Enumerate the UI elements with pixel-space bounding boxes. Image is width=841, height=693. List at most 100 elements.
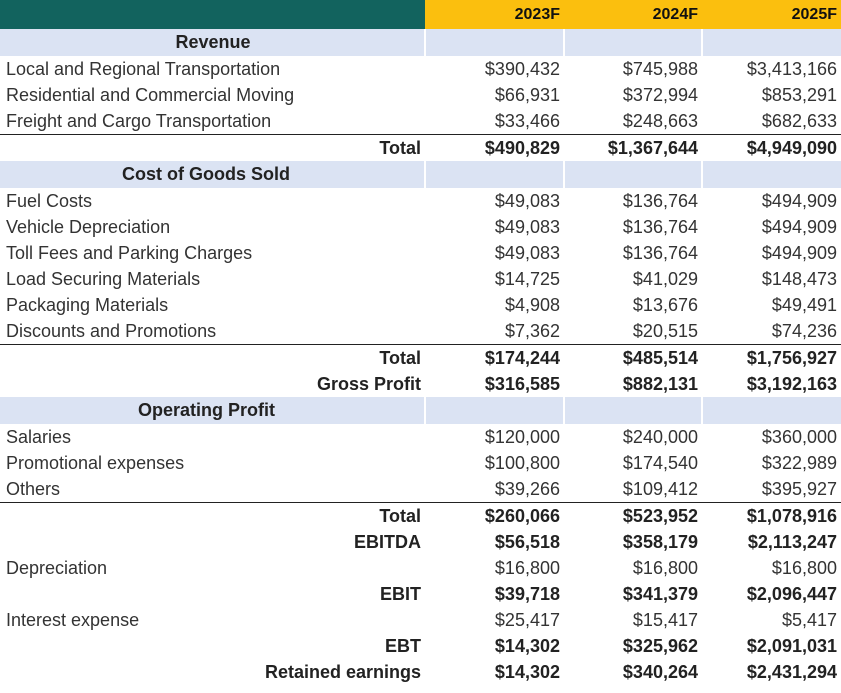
cell-value: $360,000 [761, 427, 837, 447]
cell-value: $120,000 [484, 427, 560, 447]
cell-value: $174,244 [425, 344, 564, 371]
cell-value: $372,994 [622, 85, 698, 105]
cell-value: $5,417 [781, 610, 837, 630]
row-label: Vehicle Depreciation [6, 217, 171, 237]
row-label: EBIT [379, 584, 421, 604]
column-header: 2023F [425, 0, 564, 29]
cell-value: $240,000 [622, 427, 698, 447]
row-label: Freight and Cargo Transportation [6, 111, 272, 131]
cell-value: $1,367,644 [564, 134, 702, 161]
cell-value: $2,091,031 [746, 636, 837, 656]
total-row: Total $174,244 $485,514 $1,756,927 [0, 344, 841, 371]
cell-value: $3,413,166 [746, 59, 837, 79]
cell-value: $882,131 [622, 374, 698, 394]
row-label: Toll Fees and Parking Charges [6, 243, 253, 263]
cell-value: $2,113,247 [747, 532, 837, 552]
cell-value: $66,931 [494, 85, 560, 105]
row-label: Discounts and Promotions [6, 321, 217, 341]
table-row: Discounts and Promotions $7,362 $20,515 … [0, 318, 841, 345]
cell-value: $395,927 [761, 479, 837, 499]
table-row: Salaries $120,000 $240,000 $360,000 [0, 424, 841, 450]
cell-value: $39,266 [494, 479, 560, 499]
cell-value: $490,829 [425, 134, 564, 161]
cell-value: $260,066 [425, 502, 564, 529]
section-title: Cost of Goods Sold [0, 161, 425, 188]
cell-value: $16,800 [771, 558, 837, 578]
cell-value: $316,585 [484, 374, 560, 394]
cell-value: $74,236 [771, 321, 837, 341]
section-header-cogs: Cost of Goods Sold [0, 161, 841, 188]
cell-value: $341,379 [622, 584, 698, 604]
cell-value: $13,676 [632, 295, 698, 315]
cell-value: $136,764 [622, 243, 698, 263]
cell-value: $41,029 [632, 269, 698, 289]
cell-value: $853,291 [761, 85, 837, 105]
depreciation-row: Depreciation $16,800 $16,800 $16,800 [0, 555, 841, 581]
column-header: 2024F [564, 0, 702, 29]
row-label: Retained earnings [264, 662, 421, 682]
table-row: Toll Fees and Parking Charges $49,083 $1… [0, 240, 841, 266]
cell-value: $109,412 [622, 479, 698, 499]
table-row: Local and Regional Transportation $390,4… [0, 56, 841, 82]
row-label: Interest expense [6, 610, 140, 630]
cell-value: $325,962 [622, 636, 698, 656]
cell-value: $49,491 [771, 295, 837, 315]
cell-value: $16,800 [494, 558, 560, 578]
row-label: EBT [385, 636, 421, 656]
cell-value: $4,908 [504, 295, 560, 315]
row-label: Residential and Commercial Moving [6, 85, 295, 105]
cell-value: $25,417 [494, 610, 560, 630]
table-row: Others $39,266 $109,412 $395,927 [0, 476, 841, 503]
table-row: Vehicle Depreciation $49,083 $136,764 $4… [0, 214, 841, 240]
row-label: Total [0, 344, 425, 371]
row-label: Salaries [6, 427, 72, 447]
cell-value: $4,949,090 [702, 134, 841, 161]
cell-value: $174,540 [622, 453, 698, 473]
table-row: Load Securing Materials $14,725 $41,029 … [0, 266, 841, 292]
cell-value: $390,432 [484, 59, 560, 79]
total-row: Total $490,829 $1,367,644 $4,949,090 [0, 134, 841, 161]
header-spacer [0, 0, 425, 29]
cell-value: $494,909 [761, 191, 837, 211]
cell-value: $3,192,163 [746, 374, 837, 394]
ebit-row: EBIT $39,718 $341,379 $2,096,447 [0, 581, 841, 607]
row-label: EBITDA [354, 532, 421, 552]
row-label: Load Securing Materials [6, 269, 201, 289]
table-row: Fuel Costs $49,083 $136,764 $494,909 [0, 188, 841, 214]
row-label: Fuel Costs [6, 191, 93, 211]
retained-earnings-row: Retained earnings $14,302 $340,264 $2,43… [0, 659, 841, 685]
cell-value: $248,663 [622, 111, 698, 131]
cell-value: $494,909 [761, 243, 837, 263]
cell-value: $20,515 [632, 321, 698, 341]
cell-value: $2,431,294 [746, 662, 837, 682]
table-row: Packaging Materials $4,908 $13,676 $49,4… [0, 292, 841, 318]
cell-value: $33,466 [494, 111, 560, 131]
cell-value: $14,302 [494, 636, 560, 656]
table-row: Freight and Cargo Transportation $33,466… [0, 108, 841, 135]
cell-value: $682,633 [761, 111, 837, 131]
cell-value: $358,179 [622, 532, 698, 552]
row-label: Promotional expenses [6, 453, 185, 473]
cell-value: $14,725 [494, 269, 560, 289]
cell-value: $16,800 [632, 558, 698, 578]
cell-value: $15,417 [632, 610, 698, 630]
section-header-operating: Operating Profit [0, 397, 841, 424]
section-header-revenue: Revenue [0, 29, 841, 56]
ebt-row: EBT $14,302 $325,962 $2,091,031 [0, 633, 841, 659]
row-label: Total [0, 134, 425, 161]
cell-value: $49,083 [494, 243, 560, 263]
cell-value: $49,083 [494, 217, 560, 237]
cell-value: $523,952 [564, 502, 702, 529]
cell-value: $322,989 [761, 453, 837, 473]
row-label: Packaging Materials [6, 295, 169, 315]
cell-value: $7,362 [504, 321, 560, 341]
cell-value: $745,988 [622, 59, 698, 79]
cell-value: $136,764 [622, 191, 698, 211]
cell-value: $56,518 [494, 532, 560, 552]
cell-value: $2,096,447 [746, 584, 837, 604]
row-label: Local and Regional Transportation [6, 59, 281, 79]
cell-value: $14,302 [494, 662, 560, 682]
cell-value: $136,764 [622, 217, 698, 237]
total-row: Total $260,066 $523,952 $1,078,916 [0, 502, 841, 529]
